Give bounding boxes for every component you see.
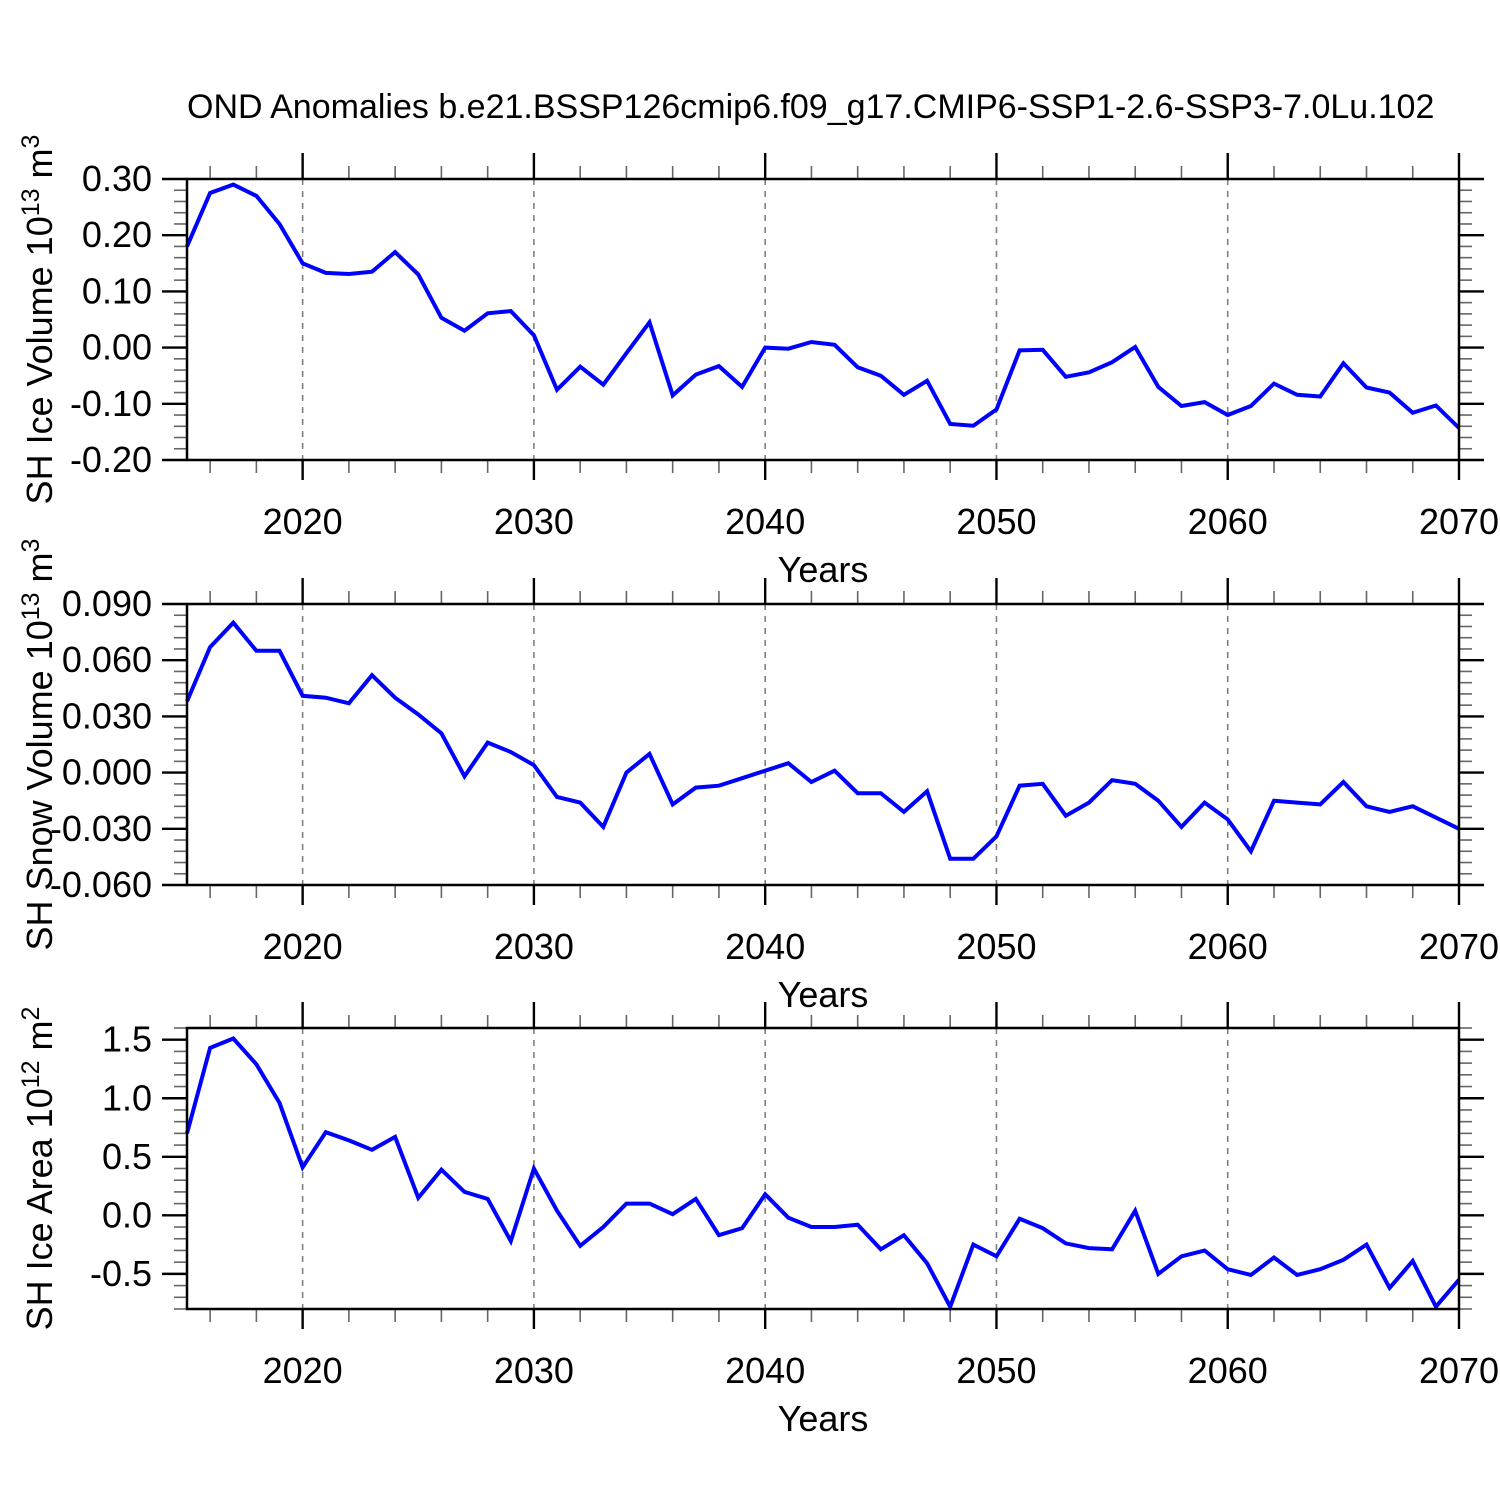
y-tick-label: -0.20 (70, 439, 152, 480)
y-tick-label: -0.060 (50, 864, 152, 905)
figure-title: OND Anomalies b.e21.BSSP126cmip6.f09_g17… (187, 88, 1434, 126)
panel-sh-ice-volume: 2020 2030 2040 2050 2060 2070 0.30 0.20 0.10 0.00… (17, 135, 1499, 590)
x-tick-label: 2050 (956, 501, 1036, 542)
plot-frame (185, 602, 1461, 887)
y-axis-title: SH Ice Volume 1013 m3 (17, 135, 60, 505)
y-tick-label: 0.00 (82, 327, 152, 368)
x-tick-label: 2030 (494, 926, 574, 967)
x-tick-label: 2050 (956, 1350, 1036, 1391)
y-tick-label: 0.10 (82, 270, 152, 311)
y-tick-label: 1.5 (102, 1019, 152, 1060)
x-tick-label: 2070 (1419, 926, 1499, 967)
x-tick-label: 2070 (1419, 501, 1499, 542)
series-line-sh-snow-volume (185, 619, 1460, 861)
plot-frame (185, 177, 1461, 462)
x-tick-label: 2060 (1188, 501, 1268, 542)
x-tick-label: 2060 (1188, 926, 1268, 967)
series-line-sh-ice-volume (185, 182, 1461, 430)
x-axis-title: Years (778, 974, 869, 1015)
y-tick-label: 0.30 (82, 158, 152, 199)
x-axis-title: Years (778, 549, 869, 590)
x-tick-label: 2040 (725, 501, 805, 542)
x-tick-label: 2060 (1188, 1350, 1268, 1391)
y-tick-label: 0.5 (102, 1136, 152, 1177)
y-tick-label: 0.20 (82, 214, 152, 255)
panel-sh-snow-volume: 2020 2030 2040 2050 2060 2070 0.090 0.060 0.030 0… (17, 539, 1499, 1015)
y-tick-label: 0.090 (62, 583, 152, 624)
y-tick-label: -0.5 (90, 1253, 152, 1294)
y-axis-title: SH Ice Area 1012 m2 (17, 1007, 60, 1331)
y-tick-label: 1.0 (102, 1077, 152, 1118)
y-tick-label: 0.060 (62, 639, 152, 680)
y-axis-title: SH Snow Volume 1013 m3 (17, 539, 60, 951)
y-tick-label: 0.0 (102, 1194, 152, 1235)
y-tick-label: -0.030 (50, 808, 152, 849)
x-tick-label: 2070 (1419, 1350, 1499, 1391)
x-axis-title: Years (778, 1398, 869, 1439)
panel-sh-ice-area: 2020 2030 2040 2050 2060 2070 1.5 1.0 0.5 0.0 -0.5… (17, 1002, 1499, 1439)
x-tick-label: 2050 (956, 926, 1036, 967)
x-tick-label: 2030 (494, 501, 574, 542)
x-tick-label: 2020 (263, 926, 343, 967)
x-tick-label: 2020 (263, 501, 343, 542)
x-tick-label: 2040 (725, 926, 805, 967)
series-line-sh-ice-area (185, 1036, 1461, 1312)
y-tick-label: 0.030 (62, 695, 152, 736)
y-tick-label: 0.000 (62, 752, 152, 793)
x-tick-label: 2040 (725, 1350, 805, 1391)
x-tick-label: 2020 (263, 1350, 343, 1391)
x-tick-label: 2030 (494, 1350, 574, 1391)
y-tick-label: -0.10 (70, 383, 152, 424)
plot-frame (185, 1026, 1461, 1311)
